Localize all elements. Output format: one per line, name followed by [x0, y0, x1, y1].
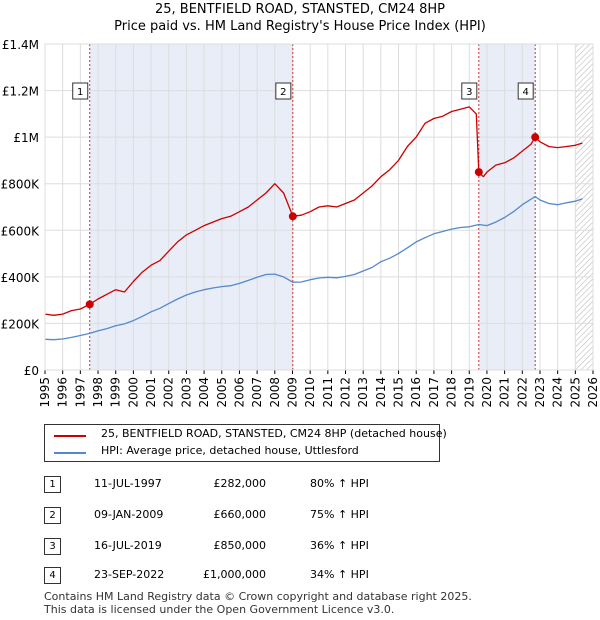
transaction-label-box: [72, 82, 89, 100]
legend-label-property: 25, BENTFIELD ROAD, STANSTED, CM24 8HP (…: [101, 427, 447, 440]
transaction-date: 09-JAN-2009: [94, 508, 164, 521]
transaction-label-box: [275, 82, 292, 100]
x-tick-label: 2005: [215, 377, 229, 408]
forecast-hatch: [575, 44, 593, 370]
shaded-period: [89, 44, 293, 370]
x-tick-label: 1997: [73, 377, 87, 408]
x-tick-label: 1996: [56, 377, 70, 408]
x-tick-label: 2024: [551, 377, 565, 408]
transaction-number: 1: [44, 476, 61, 493]
transaction-point: [288, 212, 297, 221]
legend-label-hpi: HPI: Average price, detached house, Uttl…: [101, 444, 359, 457]
x-tick-label: 2021: [498, 377, 512, 408]
legend-swatch-hpi: [54, 452, 86, 454]
x-tick-label: 2009: [285, 377, 299, 408]
transaction-label-box: [517, 82, 534, 100]
transaction-label-box: [461, 82, 478, 100]
y-tick-label: £1.2M: [2, 85, 39, 99]
transaction-label: 1: [77, 87, 83, 98]
transaction-number: 2: [44, 507, 61, 524]
x-tick-label: 2022: [515, 377, 529, 408]
transaction-point: [85, 300, 94, 309]
x-tick-label: 2006: [232, 377, 246, 408]
x-tick-label: 2001: [144, 377, 158, 408]
x-tick-label: 2016: [409, 377, 423, 408]
transaction-point: [531, 133, 540, 142]
transaction-number: 3: [44, 538, 61, 555]
transaction-hpi: 75% ↑ HPI: [310, 508, 369, 521]
x-tick-label: 2014: [374, 377, 388, 408]
y-tick-label: £400K: [1, 271, 41, 285]
x-tick-label: 2003: [179, 377, 193, 408]
y-tick-label: £1M: [13, 131, 39, 145]
x-tick-label: 2026: [586, 377, 600, 408]
x-tick-label: 2012: [339, 377, 353, 408]
hpi-line: [45, 195, 583, 341]
x-tick-label: 2008: [268, 377, 282, 408]
x-tick-label: 2020: [480, 377, 494, 408]
transaction-price: £1,000,000: [203, 568, 266, 581]
transaction-hpi: 36% ↑ HPI: [310, 539, 369, 552]
x-tick-label: 2018: [445, 377, 459, 408]
transaction-label: 4: [523, 87, 529, 98]
x-tick-label: 2019: [462, 377, 476, 408]
transaction-date: 23-SEP-2022: [94, 568, 165, 581]
chart-subtitle: Price paid vs. HM Land Registry's House …: [114, 19, 486, 34]
plot-border: [44, 43, 594, 371]
x-tick-label: 1998: [91, 377, 105, 408]
x-tick-label: 2023: [533, 377, 547, 408]
x-tick-label: 2025: [568, 377, 582, 408]
transaction-number: 4: [44, 567, 61, 584]
x-tick-label: 2011: [321, 377, 335, 408]
x-tick-label: 2007: [250, 377, 264, 408]
transaction-date: 16-JUL-2019: [94, 539, 162, 552]
y-tick-label: £200K: [1, 317, 41, 331]
transaction-price: £282,000: [213, 477, 267, 490]
y-tick-label: £800K: [1, 178, 41, 192]
y-tick-label: £1.4M: [2, 38, 39, 52]
x-tick-label: 2015: [392, 377, 406, 408]
legend: 25, BENTFIELD ROAD, STANSTED, CM24 8HP (…: [44, 424, 447, 462]
transaction-price: £850,000: [213, 539, 267, 552]
transaction-label: 3: [466, 87, 472, 98]
transaction-label: 2: [280, 87, 286, 98]
transaction-hpi: 34% ↑ HPI: [310, 568, 369, 581]
y-tick-label: £600K: [1, 224, 41, 238]
x-tick-label: 2002: [162, 377, 176, 408]
transaction-hpi: 80% ↑ HPI: [310, 477, 369, 490]
x-tick-label: 2017: [427, 377, 441, 408]
x-tick-label: 2004: [197, 377, 211, 408]
transaction-date: 11-JUL-1997: [94, 477, 162, 490]
x-tick-label: 2000: [126, 377, 140, 408]
x-tick-label: 2013: [356, 377, 370, 408]
footer-copyright: Contains HM Land Registry data © Crown c…: [44, 590, 472, 603]
transaction-point: [474, 168, 483, 177]
footer-licence: This data is licensed under the Open Gov…: [44, 603, 395, 616]
y-tick-label: £0: [24, 364, 39, 378]
x-tick-label: 1999: [109, 377, 123, 408]
property-price-line: [45, 106, 583, 316]
price-chart: 1 2 3 4 £0 £200K £400K £600K £800K £1M £1.2M £1.4M…: [1, 38, 600, 408]
legend-swatch-property: [54, 435, 86, 437]
transaction-price: £660,000: [213, 508, 267, 521]
x-tick-label: 2010: [303, 377, 317, 408]
chart-title: 25, BENTFIELD ROAD, STANSTED, CM24 8HP: [154, 2, 446, 17]
x-tick-label: 1995: [38, 377, 52, 408]
